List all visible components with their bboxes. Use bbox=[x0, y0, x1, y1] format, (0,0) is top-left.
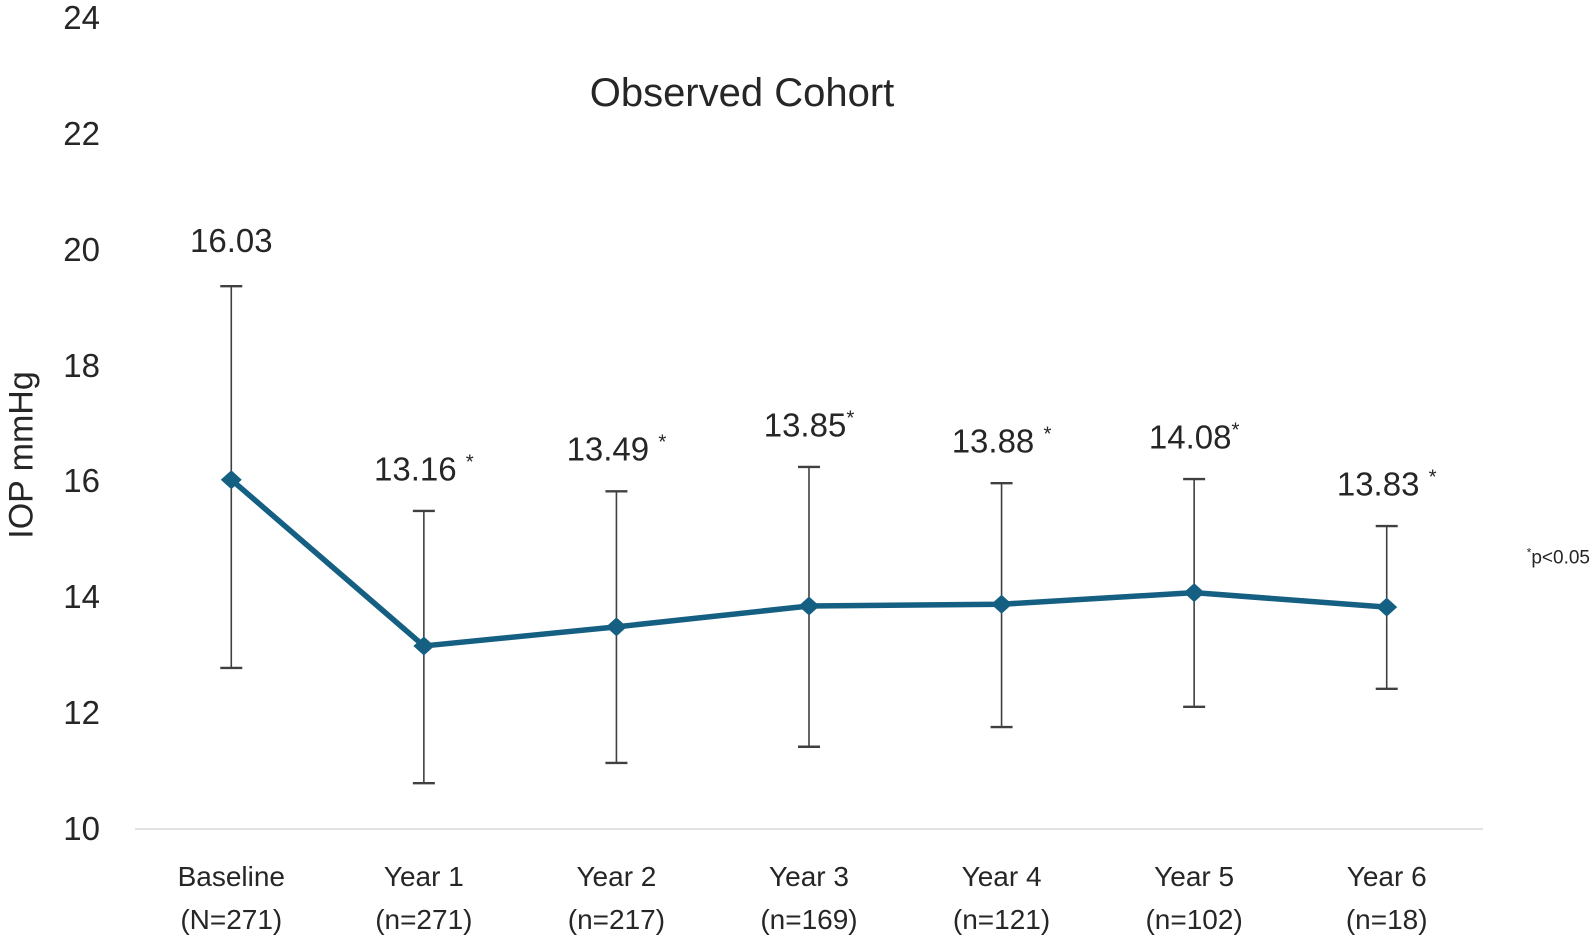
data-point-marker bbox=[991, 594, 1013, 614]
y-axis-title: IOP mmHg bbox=[2, 371, 41, 539]
x-category-label: Year 5 (n=102) bbox=[1044, 855, 1344, 941]
x-category-name: Baseline bbox=[177, 861, 285, 892]
significance-note: *p<0.05 bbox=[1526, 546, 1590, 569]
y-tick-label: 10 bbox=[63, 810, 100, 847]
significance-asterisk: * bbox=[846, 406, 855, 430]
x-category-n: (n=102) bbox=[1145, 904, 1243, 935]
x-category-n: (n=169) bbox=[760, 904, 858, 935]
x-category-label: Year 4 (n=121) bbox=[852, 855, 1152, 941]
x-category-name: Year 5 bbox=[1154, 861, 1235, 892]
data-point-label: 13.16 * bbox=[373, 450, 474, 488]
x-category-name: Year 4 bbox=[961, 861, 1042, 892]
x-category-n: (n=18) bbox=[1345, 904, 1428, 935]
x-category-label: Year 3 (n=169) bbox=[659, 855, 959, 941]
x-category-n: (n=217) bbox=[567, 904, 666, 935]
data-point-label: 13.88 * bbox=[951, 422, 1052, 460]
significance-asterisk: * bbox=[1231, 418, 1240, 442]
y-tick-label: 18 bbox=[63, 346, 100, 384]
x-category-label: Year 1 (n=271) bbox=[274, 855, 574, 941]
data-point-label: 13.49 * bbox=[566, 430, 667, 468]
data-point-marker bbox=[1183, 583, 1205, 603]
significance-asterisk: * bbox=[465, 450, 474, 474]
data-point-marker bbox=[413, 636, 435, 656]
x-category-label: Baseline (N=271) bbox=[81, 855, 381, 941]
x-category-n: (n=271) bbox=[375, 904, 473, 935]
data-point-label: 13.83 * bbox=[1336, 465, 1437, 503]
significance-asterisk: * bbox=[658, 430, 667, 454]
data-point-marker bbox=[605, 617, 627, 637]
x-category-label: Year 6 (n=18) bbox=[1237, 855, 1537, 941]
data-point-marker bbox=[220, 470, 242, 490]
data-point-label: 14.08* bbox=[1148, 418, 1240, 456]
significance-asterisk: * bbox=[1043, 422, 1052, 446]
x-category-n: (N=271) bbox=[180, 904, 283, 935]
x-category-name: Year 2 bbox=[576, 861, 657, 892]
x-category-n: (n=121) bbox=[952, 904, 1051, 935]
y-tick-label: 14 bbox=[63, 578, 100, 616]
significance-asterisk: * bbox=[1428, 465, 1437, 489]
y-tick-label: 12 bbox=[63, 694, 100, 732]
x-category-name: Year 3 bbox=[769, 861, 849, 892]
y-tick-label: 20 bbox=[63, 230, 100, 268]
data-point-marker bbox=[1376, 597, 1398, 617]
y-tick-label: 22 bbox=[63, 114, 100, 152]
x-category-label: Year 2 (n=217) bbox=[466, 855, 766, 941]
data-point-marker bbox=[798, 596, 820, 616]
data-point-label: 13.85* bbox=[763, 406, 855, 444]
significance-asterisk: * bbox=[1526, 546, 1532, 560]
y-tick-label: 24 bbox=[63, 0, 100, 36]
y-tick-label: 16 bbox=[63, 462, 100, 500]
data-point-label: 16.03 bbox=[189, 222, 273, 260]
x-category-name: Year 1 bbox=[383, 861, 464, 892]
x-category-name: Year 6 bbox=[1346, 861, 1427, 892]
chart-title: Observed Cohort bbox=[589, 71, 895, 115]
